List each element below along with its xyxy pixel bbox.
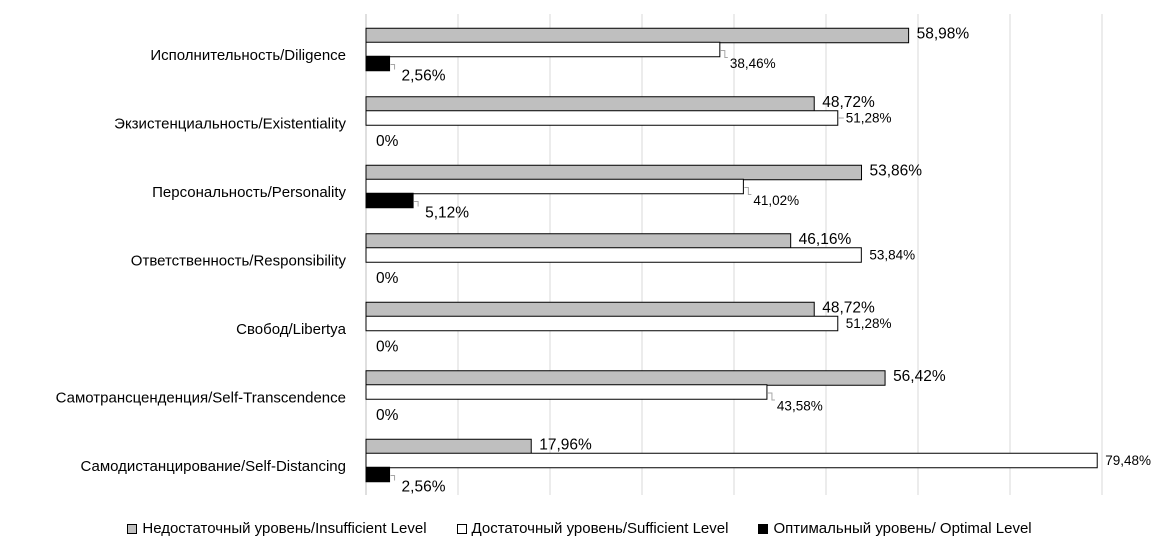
legend-label-sufficient: Достаточный уровень/Sufficient Level: [471, 520, 729, 537]
bar-s0-c2: [365, 164, 863, 181]
legend-label-insufficient: Недостаточный уровень/Insufficient Level: [142, 520, 427, 537]
category-label-1: Экзистенциальность/Existentiality: [114, 115, 346, 132]
data-label-s1-c1: 51,28%: [846, 111, 892, 126]
data-label-s2-c5: 0%: [376, 407, 399, 424]
bar-s0-c3: [365, 233, 792, 249]
bar-s1-c3: [365, 247, 862, 263]
bar-s0-c0: [365, 27, 910, 44]
legend-item-optimal: Оптимальный уровень/ Optimal Level: [758, 520, 1032, 537]
category-label-6: Самодистанцирование/Self-Distancing: [81, 458, 346, 475]
leader-line-s2-c6: [390, 475, 396, 481]
data-label-s0-c2: 53,86%: [870, 163, 923, 180]
bar-s2-c2: [365, 192, 414, 209]
data-label-s1-c4: 51,28%: [846, 316, 892, 331]
data-label-s2-c6: 2,56%: [402, 479, 446, 496]
data-label-s2-c1: 0%: [376, 133, 399, 150]
bar-s0-c6: [365, 438, 532, 455]
leader-line-s1-c2: [744, 187, 752, 195]
data-label-s1-c6: 79,48%: [1105, 453, 1151, 468]
data-label-s0-c3: 46,16%: [799, 231, 852, 248]
data-label-s1-c0: 38,46%: [730, 56, 776, 71]
leader-line-s2-c0: [390, 64, 396, 70]
bar-s1-c6: [365, 452, 1098, 469]
leader-line-s2-c2: [414, 201, 419, 207]
data-label-s0-c5: 56,42%: [893, 368, 946, 385]
data-label-s1-c3: 53,84%: [869, 248, 915, 263]
category-label-4: Свобод/Libertya: [236, 321, 347, 338]
category-label-0: Исполнительность/Diligence: [150, 47, 346, 64]
bar-s1-c5: [365, 384, 768, 400]
data-label-s2-c0: 2,56%: [402, 68, 446, 85]
bar-s1-c1: [365, 110, 839, 126]
data-label-s2-c3: 0%: [376, 270, 399, 287]
data-label-s2-c4: 0%: [376, 339, 399, 356]
data-label-s1-c2: 41,02%: [753, 193, 799, 208]
bar-s1-c0: [365, 41, 721, 58]
category-label-3: Ответственность/Responsibility: [131, 252, 347, 269]
data-label-s0-c6: 17,96%: [539, 437, 592, 454]
legend-swatch-sufficient: [456, 523, 467, 534]
bar-s2-c0: [365, 55, 391, 72]
bar-s1-c2: [365, 178, 744, 195]
bar-chart: Исполнительность/Diligence 58,98% 38,46% 2,…: [56, 14, 1151, 496]
legend-item-sufficient: Достаточный уровень/Sufficient Level: [456, 520, 729, 537]
bar-s2-c6: [365, 466, 391, 483]
bar-s0-c4: [365, 301, 815, 318]
category-label-2: Персональность/Personality: [152, 184, 346, 201]
data-label-s0-c1: 48,72%: [822, 94, 875, 111]
legend-swatch-insufficient: [127, 523, 138, 534]
category-label-5: Самотрансценденция/Self-Transcendence: [56, 389, 346, 406]
data-label-s1-c5: 43,58%: [777, 399, 823, 414]
legend-item-insufficient: Недостаточный уровень/Insufficient Level: [127, 520, 427, 537]
legend-label-optimal: Оптимальный уровень/ Optimal Level: [773, 520, 1032, 537]
leader-line-s1-c5: [767, 392, 775, 401]
data-label-s0-c4: 48,72%: [822, 300, 875, 317]
chart-legend: Недостаточный уровень/Insufficient Level…: [0, 520, 1159, 537]
bar-s0-c1: [365, 96, 815, 112]
data-label-s0-c0: 58,98%: [917, 26, 970, 43]
bar-s0-c5: [365, 370, 886, 386]
leader-line-s1-c0: [720, 50, 728, 58]
legend-swatch-optimal: [758, 523, 769, 534]
data-label-s2-c2: 5,12%: [425, 205, 469, 222]
bar-s1-c4: [365, 315, 839, 332]
